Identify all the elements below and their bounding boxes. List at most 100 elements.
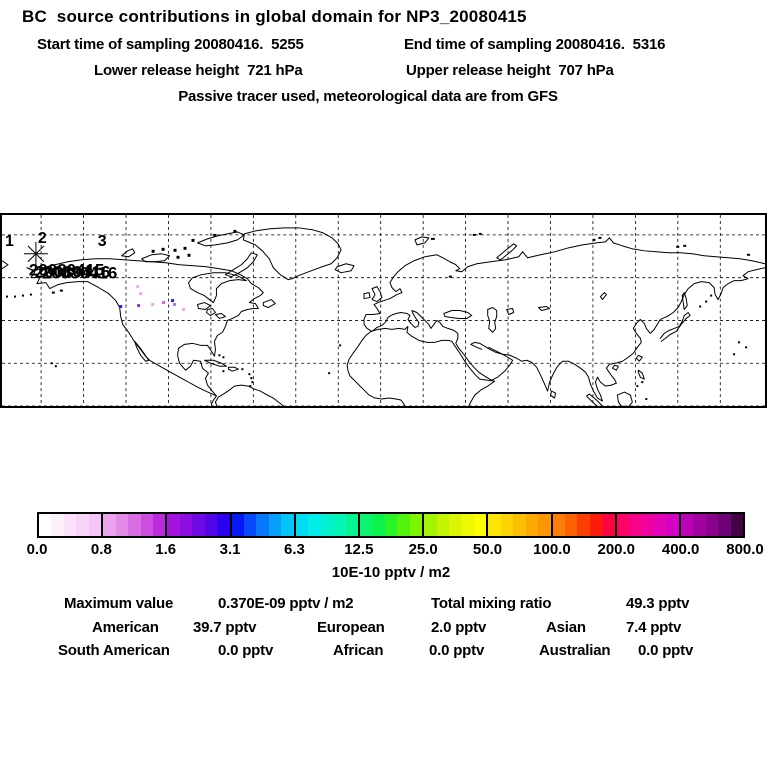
colorbar-cell	[552, 514, 565, 536]
colorbar-cell	[140, 514, 153, 536]
colorbar-cell	[449, 514, 462, 536]
coastlines	[2, 227, 765, 406]
colorbar-cell	[718, 514, 731, 536]
colorbar-cell	[244, 514, 257, 536]
colorbar-tick-label: 12.5	[344, 541, 374, 558]
contribution-grid-cell	[151, 303, 155, 307]
colorbar-segment	[422, 514, 487, 536]
colorbar-cell	[538, 514, 551, 536]
region-number-label: 1	[5, 233, 14, 250]
colorbar-cell	[513, 514, 526, 536]
lower-release-text: Lower release height 721 hPa	[94, 62, 303, 79]
region-contribution-label: African	[333, 642, 384, 659]
colorbar-cell	[500, 514, 514, 536]
start-time-text: Start time of sampling 20080416. 5255	[37, 36, 304, 53]
stats-summary-value: 0.370E-09 pptv / m2	[218, 595, 354, 612]
region-contribution-label: European	[317, 619, 385, 636]
contribution-grid-cell	[171, 299, 175, 303]
colorbar-segment	[229, 514, 294, 536]
colorbar-tick-labels: 0.0 0.8 1.6 3.1 6.3 12.5 25.0 50.0 100.0 200.0 400…	[27, 541, 764, 559]
region-contribution-label: South American	[58, 642, 170, 659]
figure-title: BC source contributions in global domain…	[22, 7, 527, 26]
colorbar-segment	[550, 514, 615, 536]
colorbar-cell	[359, 514, 373, 536]
colorbar-segment	[165, 514, 230, 536]
small-islands	[5, 229, 751, 401]
map-gridlines	[2, 215, 765, 406]
region-contribution-label: American	[92, 619, 159, 636]
colorbar-cell	[115, 514, 129, 536]
release-point-star-marker	[23, 241, 48, 266]
colorbar-segment	[614, 514, 679, 536]
stats-summary-label: Maximum value	[64, 595, 174, 612]
contribution-grid-cell	[139, 292, 143, 296]
colorbar-cell	[128, 514, 141, 536]
colorbar-cell	[461, 514, 474, 536]
colorbar-segment	[39, 514, 102, 536]
colorbar-segment	[293, 514, 358, 536]
region-contribution-value: 0.0 pptv	[429, 642, 485, 659]
colorbar-tick-label: 800.0	[726, 541, 764, 558]
region-number-label: 2	[38, 230, 47, 247]
colorbar-unit: 10E-10 pptv / m2	[331, 564, 451, 581]
colorbar-cell	[372, 514, 385, 536]
colorbar-cell	[641, 514, 654, 536]
colorbar-cell	[730, 514, 744, 536]
colorbar-cell	[602, 514, 615, 536]
colorbar-cell	[204, 514, 218, 536]
colorbar-cell	[308, 514, 321, 536]
colorbar-cell	[424, 514, 437, 536]
colorbar-cell	[256, 514, 269, 536]
stats-summary-label: Total mixing ratio	[431, 595, 552, 612]
colorbar-tick-label: 400.0	[661, 541, 700, 558]
colorbar-cell	[88, 514, 102, 536]
colorbar-cell	[616, 514, 630, 536]
colorbar-cell	[629, 514, 642, 536]
colorbar-cell	[333, 514, 346, 536]
region-number-label: 3	[98, 233, 107, 250]
colorbar-cell	[384, 514, 398, 536]
colorbar-cell	[217, 514, 230, 536]
end-time-text: End time of sampling 20080416. 5316	[404, 36, 666, 53]
colorbar-cell	[268, 514, 282, 536]
colorbar-tick-label: 100.0	[533, 541, 571, 558]
contribution-grid-cell	[182, 308, 186, 311]
region-contribution-label: Australian	[539, 642, 611, 659]
colorbar-tick-label: 6.3	[284, 541, 305, 558]
colorbar-cell	[281, 514, 294, 536]
colorbar-cell	[76, 514, 89, 536]
colorbar-cell	[179, 514, 193, 536]
region-contribution-value: 2.0 pptv	[431, 619, 487, 636]
colorbar-cell	[63, 514, 77, 536]
contribution-grid-cell	[137, 304, 141, 308]
colorbar-cell	[564, 514, 578, 536]
track-date-label: 20080415	[29, 261, 104, 280]
colorbar-tick-label: 3.1	[219, 541, 241, 558]
colorbar-cell	[397, 514, 410, 536]
region-contribution-value: 7.4 pptv	[626, 619, 682, 636]
stats-summary-value: 49.3 pptv	[626, 595, 690, 612]
colorbar-cell	[51, 514, 64, 536]
colorbar-segment	[357, 514, 423, 536]
colorbar-cell	[705, 514, 719, 536]
colorbar-tick-label: 200.0	[597, 541, 636, 558]
colorbar-cell	[295, 514, 309, 536]
track-date-label: 20080416	[42, 264, 117, 283]
colorbar-cell	[231, 514, 244, 536]
colorbar-cell	[589, 514, 603, 536]
track-date-label: 20080416	[35, 263, 110, 282]
colorbar-cell	[666, 514, 679, 536]
region-contribution-label: Asian	[546, 619, 586, 636]
region-contribution-value: 39.7 pptv	[193, 619, 257, 636]
colorbar-cell	[167, 514, 180, 536]
colorbar-cell	[39, 514, 52, 536]
colorbar-segment	[101, 514, 166, 536]
contribution-grid-cell	[119, 305, 123, 309]
upper-release-text: Upper release height 707 hPa	[406, 62, 614, 79]
colorbar-segment	[678, 514, 744, 536]
colorbar-cell	[488, 514, 501, 536]
colorbar-cell	[192, 514, 205, 536]
